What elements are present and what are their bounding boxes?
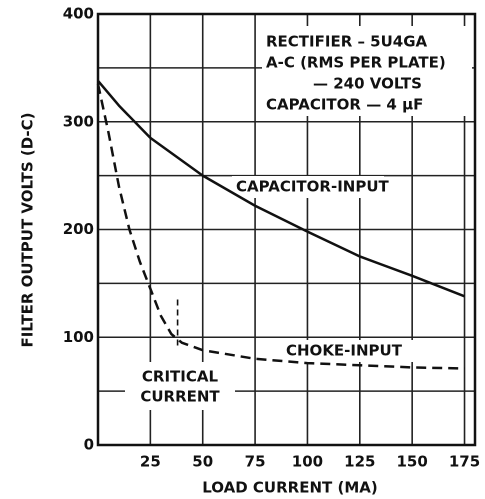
annotation: CURRENT: [140, 388, 220, 406]
series-label: CHOKE-INPUT: [286, 342, 403, 360]
x-tick-label: 175: [449, 453, 480, 471]
annotation: CAPACITOR — 4 µF: [266, 96, 423, 114]
annotation: RECTIFIER – 5U4GA: [266, 33, 428, 51]
x-tick-label: 75: [245, 453, 266, 471]
x-tick-label: 125: [344, 453, 375, 471]
line: [96, 83, 465, 370]
y-tick-label: 200: [63, 220, 94, 238]
y-tick-label: 300: [63, 112, 94, 130]
x-axis-label: LOAD CURRENT (MA): [202, 479, 377, 497]
x-tick-label: 100: [292, 453, 323, 471]
annotation: CRITICAL: [142, 368, 219, 386]
series-label: CAPACITOR-INPUT: [236, 178, 390, 196]
label-box: [282, 340, 422, 362]
annotation: — 240 VOLTS: [313, 75, 422, 93]
x-tick-label: 50: [192, 453, 213, 471]
x-tick-label: 25: [140, 453, 161, 471]
line: [97, 79, 465, 298]
y-axis-label: FILTER OUTPUT VOLTS (D-C): [19, 112, 37, 347]
y-tick-label: 0: [84, 436, 94, 454]
label-box: [125, 362, 235, 410]
x-tick-label: 150: [397, 453, 428, 471]
y-tick-label: 400: [63, 5, 94, 23]
annotation-box: [262, 26, 472, 116]
plot-frame: [96, 12, 477, 447]
label-box: [232, 176, 384, 198]
y-tick-label: 100: [63, 328, 94, 346]
annotation: A-C (RMS PER PLATE): [266, 54, 446, 72]
